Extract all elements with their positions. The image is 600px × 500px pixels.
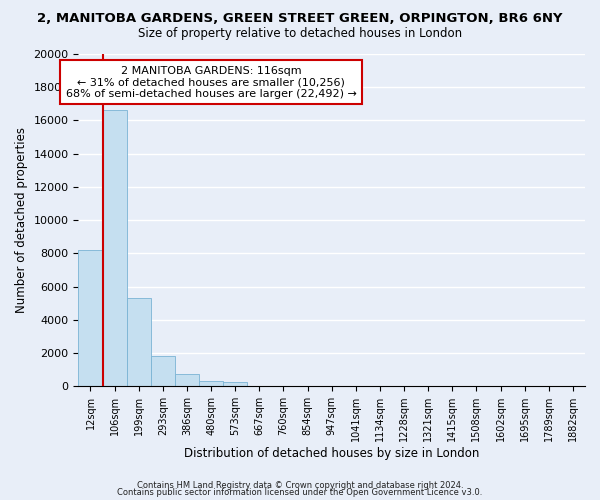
Bar (175, 374, 199, 386)
Bar (199, 381, 223, 386)
Bar (79, 250, 103, 386)
Text: Size of property relative to detached houses in London: Size of property relative to detached ho… (138, 28, 462, 40)
Bar (103, 110, 127, 386)
Bar (223, 382, 247, 386)
Bar (127, 298, 151, 386)
Text: 2, MANITOBA GARDENS, GREEN STREET GREEN, ORPINGTON, BR6 6NY: 2, MANITOBA GARDENS, GREEN STREET GREEN,… (37, 12, 563, 26)
Y-axis label: Number of detached properties: Number of detached properties (15, 127, 28, 313)
X-axis label: Distribution of detached houses by size in London: Distribution of detached houses by size … (184, 447, 479, 460)
Text: Contains HM Land Registry data © Crown copyright and database right 2024.: Contains HM Land Registry data © Crown c… (137, 480, 463, 490)
Bar (151, 356, 175, 386)
Text: Contains public sector information licensed under the Open Government Licence v3: Contains public sector information licen… (118, 488, 482, 497)
Text: 2 MANITOBA GARDENS: 116sqm
← 31% of detached houses are smaller (10,256)
68% of : 2 MANITOBA GARDENS: 116sqm ← 31% of deta… (65, 66, 356, 99)
